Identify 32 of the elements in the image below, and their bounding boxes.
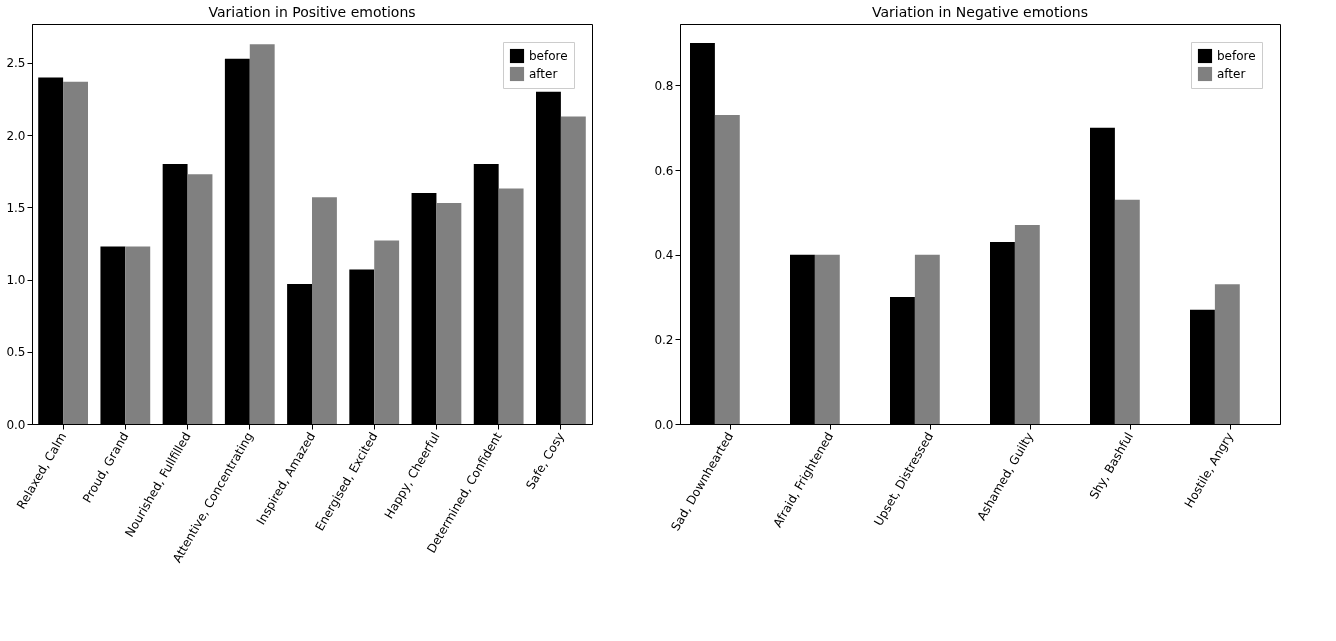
y-tick-label: 0.5 (6, 345, 26, 360)
bar (1214, 284, 1240, 424)
y-tick-label: 0.2 (654, 332, 674, 347)
y-tick-label: 2.5 (6, 56, 26, 71)
bar (914, 254, 940, 424)
bar (436, 203, 462, 424)
bar (714, 115, 740, 424)
y-tick-label: 1.5 (6, 200, 26, 215)
legend-label: after (529, 67, 558, 81)
bar (312, 197, 337, 424)
legend-label: before (529, 49, 568, 63)
y-tick-label: 0.0 (654, 417, 674, 432)
y-tick-label: 2.0 (6, 128, 26, 143)
y-tick-label: 1.0 (6, 273, 26, 288)
bar (560, 116, 586, 424)
legend-label: before (1217, 49, 1256, 63)
y-tick-label: 0.4 (654, 248, 674, 263)
chart-title: Variation in Positive emotions (208, 4, 416, 20)
bar (125, 246, 151, 424)
legend-label: after (1217, 67, 1246, 81)
bar (63, 81, 88, 424)
bar (1014, 225, 1040, 424)
bar (498, 188, 524, 424)
y-tick-label: 0.8 (654, 78, 674, 93)
bar (187, 174, 213, 424)
y-tick-label: 0.0 (6, 417, 26, 432)
bar (814, 254, 840, 424)
chart-title: Variation in Negative emotions (872, 4, 1088, 20)
y-tick-label: 0.6 (654, 163, 674, 178)
bar (1114, 199, 1140, 424)
bar (249, 44, 275, 424)
bar (374, 240, 400, 424)
